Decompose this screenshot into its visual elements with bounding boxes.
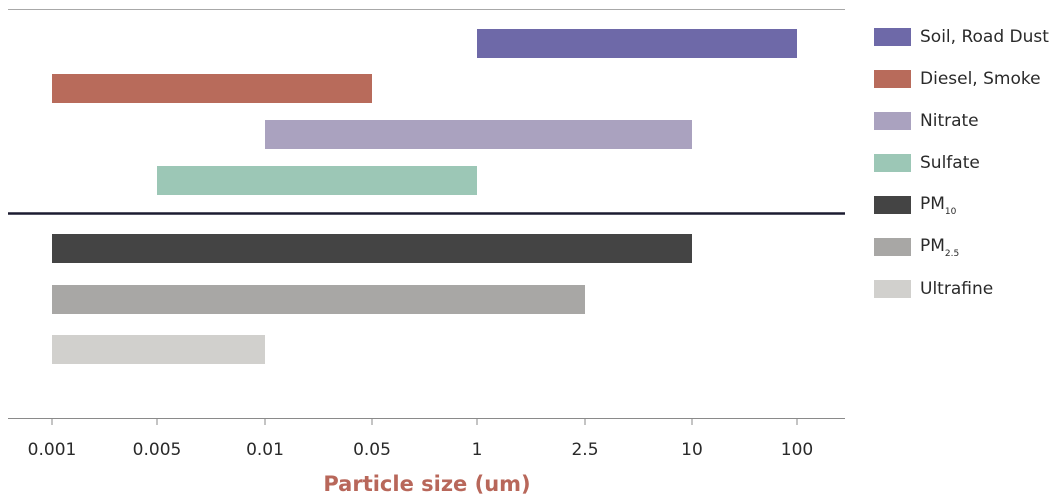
- legend-item-soil: Soil, Road Dust: [874, 16, 1062, 58]
- legend-item-ultrafine: Ultrafine: [874, 268, 1062, 310]
- legend-swatch-ultrafine: [874, 280, 911, 298]
- legend-swatch-nitrate: [874, 112, 911, 130]
- legend-item-pm25: PM2.5: [874, 226, 1062, 268]
- legend-label-diesel: Diesel, Smoke: [920, 69, 1041, 89]
- x-tick-label: 1: [472, 440, 483, 460]
- legend-item-diesel: Diesel, Smoke: [874, 58, 1062, 100]
- bar-ultrafine: [52, 335, 265, 364]
- chart-canvas: 0.001 0.005 0.01 0.05 1 2.5 10 100: [8, 9, 845, 460]
- legend-item-nitrate: Nitrate: [874, 100, 1062, 142]
- x-tick-label: 0.005: [133, 440, 182, 460]
- x-tick-label: 2.5: [571, 440, 598, 460]
- bar-soil-road-dust: [477, 29, 797, 58]
- x-axis-title: Particle size (um): [323, 472, 531, 496]
- x-tick-label: 0.01: [246, 440, 284, 460]
- bar-pm10: [52, 234, 692, 263]
- bar-diesel-smoke: [52, 74, 372, 103]
- x-tick-label: 100: [781, 440, 813, 460]
- legend-swatch-pm10: [874, 196, 911, 214]
- legend-label-pm25: PM2.5: [920, 236, 959, 259]
- bar-sulfate: [157, 166, 477, 195]
- legend-label-pm10-main: PM: [920, 193, 945, 214]
- x-tick-label: 0.001: [28, 440, 77, 460]
- legend: Soil, Road Dust Diesel, Smoke Nitrate Su…: [874, 16, 1062, 310]
- legend-label-pm25-sub: 2.5: [944, 248, 960, 259]
- legend-label-soil: Soil, Road Dust: [920, 27, 1049, 47]
- legend-label-pm10: PM10: [920, 194, 956, 217]
- legend-swatch-diesel: [874, 70, 911, 88]
- legend-label-pm10-sub: 10: [944, 206, 957, 217]
- legend-label-sulfate: Sulfate: [920, 153, 980, 173]
- legend-label-ultrafine: Ultrafine: [920, 279, 994, 299]
- x-tick-label: 0.05: [353, 440, 391, 460]
- legend-swatch-soil: [874, 28, 911, 46]
- legend-label-nitrate: Nitrate: [920, 111, 979, 131]
- legend-swatch-sulfate: [874, 154, 911, 172]
- legend-swatch-pm25: [874, 238, 911, 256]
- legend-item-pm10: PM10: [874, 184, 1062, 226]
- legend-item-sulfate: Sulfate: [874, 142, 1062, 184]
- legend-label-pm25-main: PM: [920, 235, 945, 256]
- bar-pm2-5: [52, 285, 585, 314]
- bar-nitrate: [265, 120, 692, 149]
- x-tick-label: 10: [681, 440, 703, 460]
